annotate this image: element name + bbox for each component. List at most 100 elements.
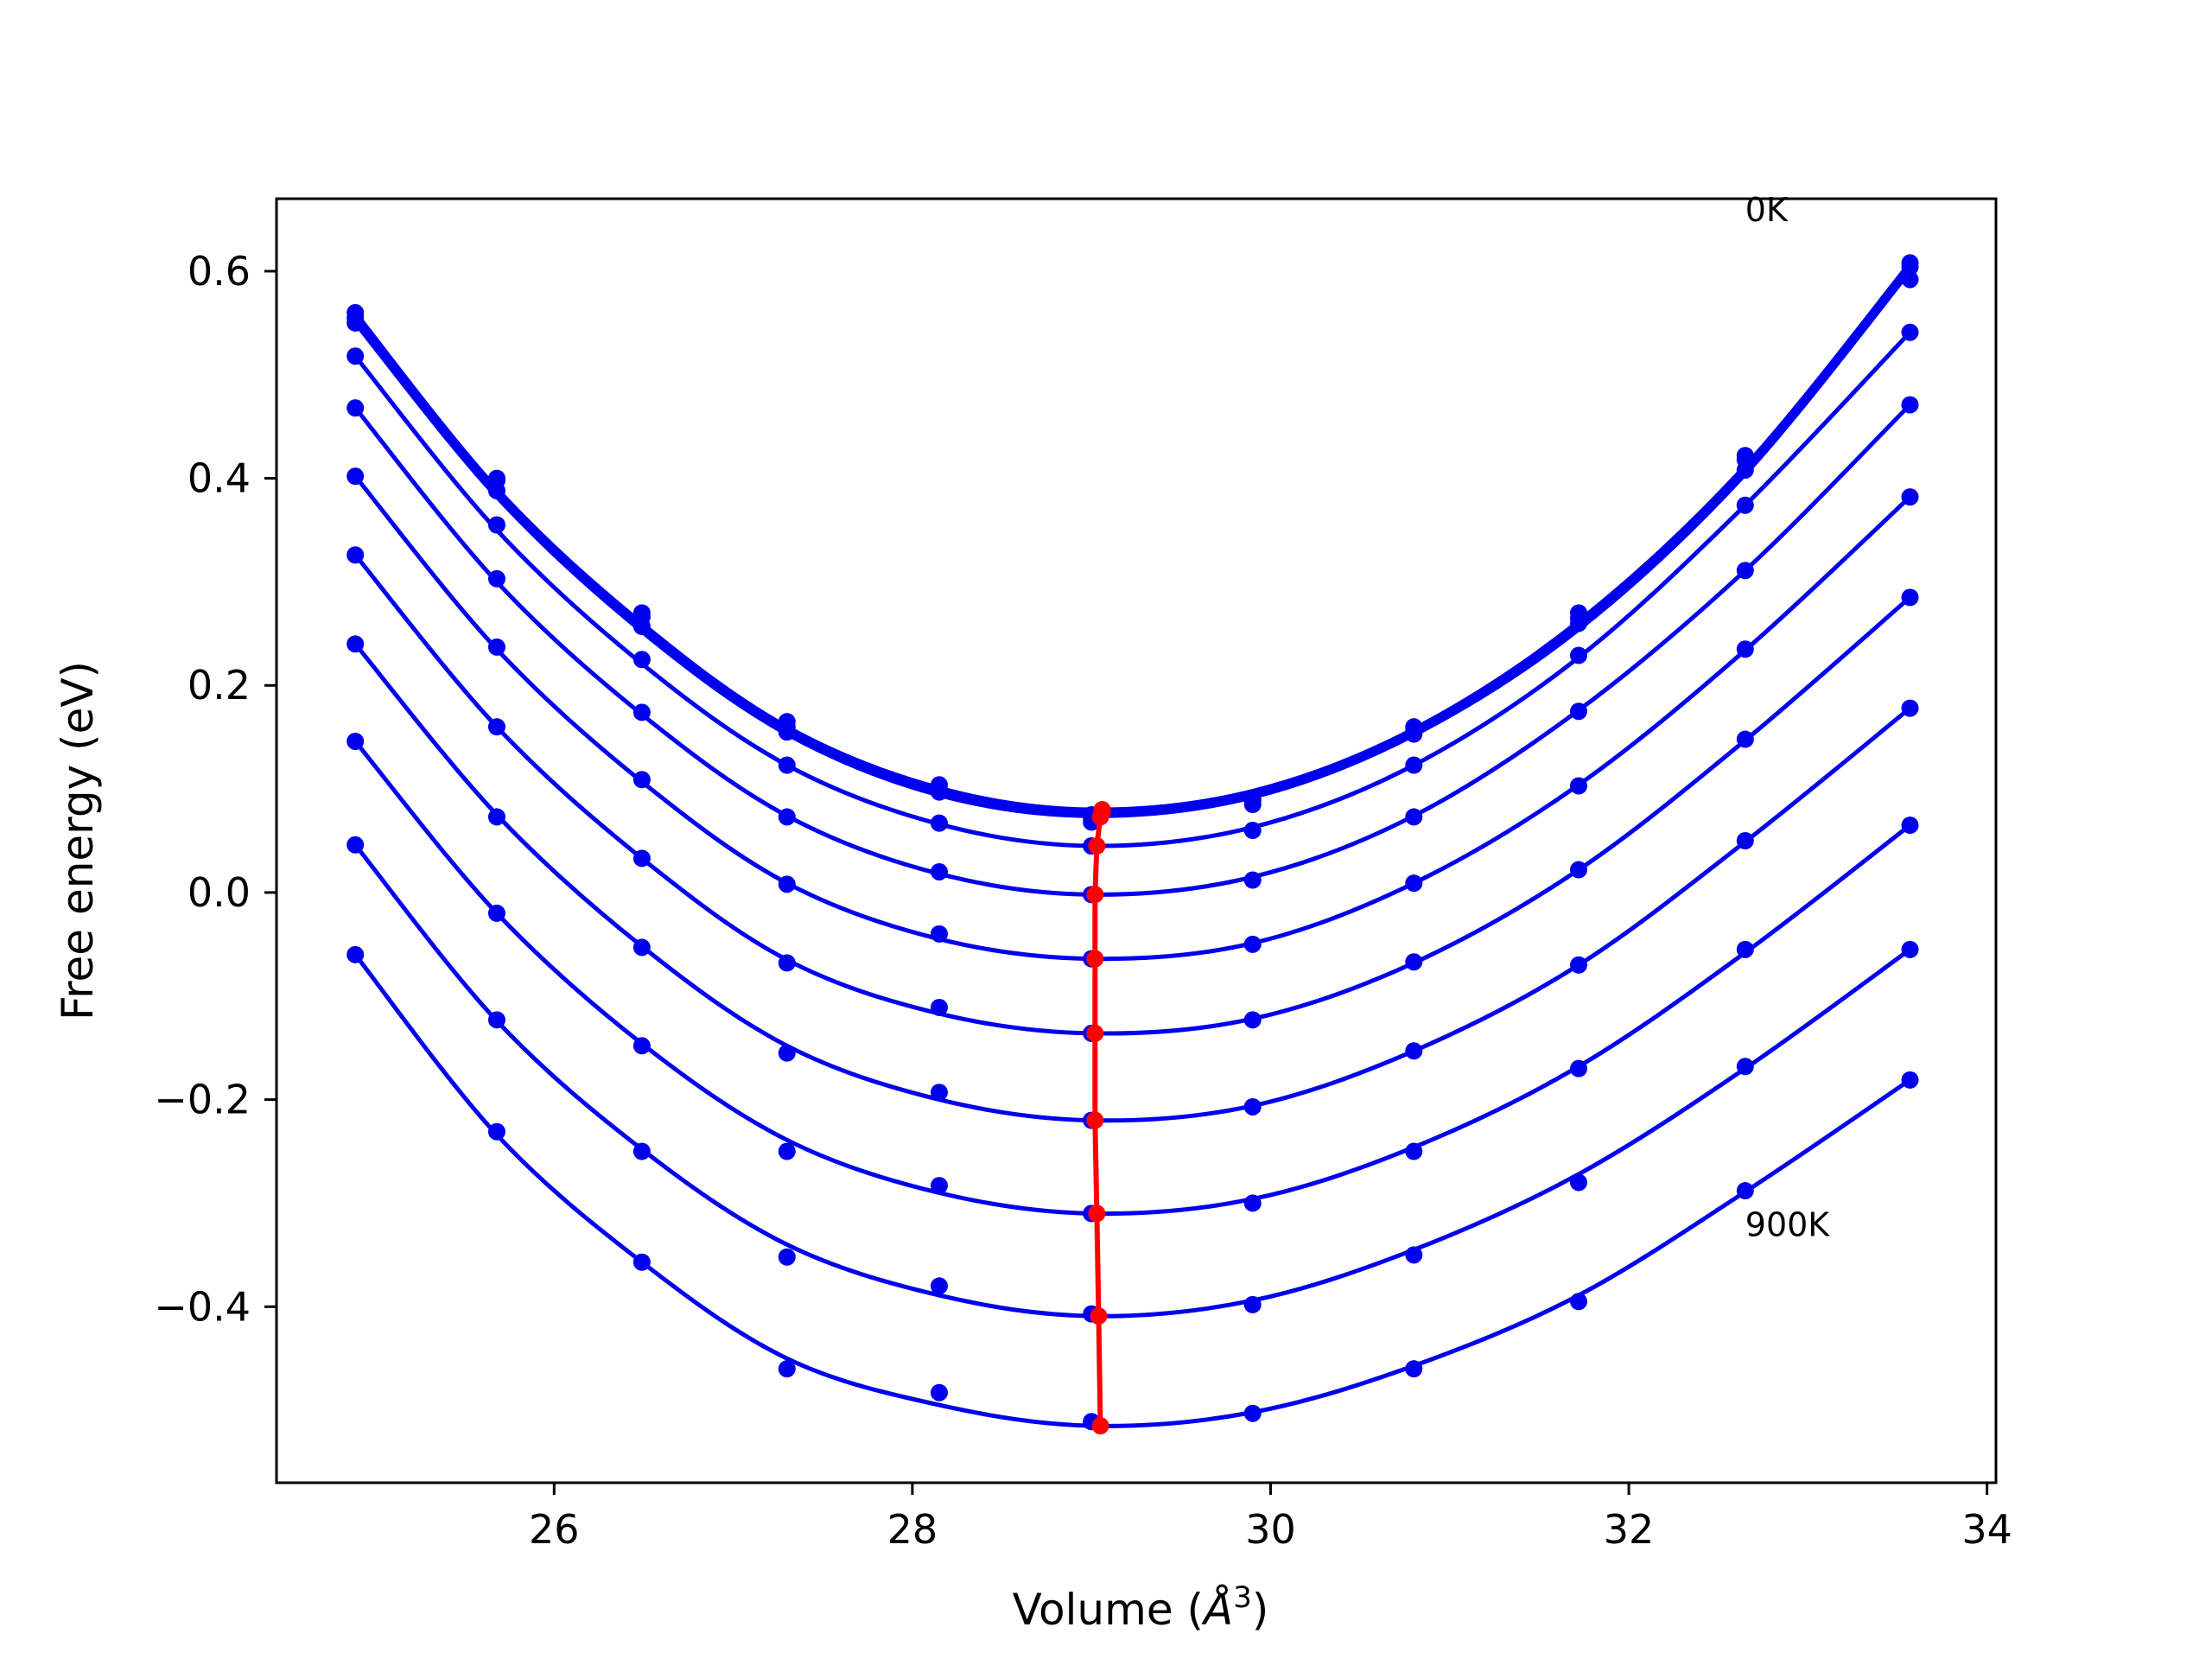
minimum-point <box>1086 1024 1104 1042</box>
plot-frame <box>275 197 1998 1484</box>
data-point <box>1405 1360 1423 1378</box>
minimum-point <box>1091 808 1109 826</box>
data-point <box>778 756 796 774</box>
data-point <box>1736 1058 1754 1076</box>
data-point <box>1570 702 1588 721</box>
x-axis-label-text: Volume <box>1013 1585 1173 1635</box>
data-point <box>930 862 948 880</box>
data-point <box>346 635 365 653</box>
annotation-label: 900K <box>1745 1205 1831 1243</box>
x-axis-label-open-paren: ( <box>1173 1585 1204 1635</box>
data-point <box>1405 1042 1423 1060</box>
minimum-point <box>1086 886 1104 904</box>
data-point <box>930 783 948 801</box>
data-point <box>632 651 651 669</box>
data-point <box>1570 777 1588 795</box>
data-point <box>346 836 365 854</box>
data-point <box>1736 640 1754 658</box>
data-point <box>346 314 365 332</box>
y-axis-label: Free energy (eV) <box>53 661 103 1020</box>
data-point <box>1243 1194 1262 1212</box>
data-point <box>1901 699 1919 717</box>
data-point <box>1243 935 1262 953</box>
data-point <box>1243 1295 1262 1313</box>
data-point <box>487 1122 505 1141</box>
data-point <box>1901 940 1919 958</box>
data-point <box>346 399 365 417</box>
data-point <box>1243 796 1262 814</box>
data-point <box>632 703 651 721</box>
minimum-point <box>1088 836 1106 855</box>
data-point <box>930 1177 948 1195</box>
data-point <box>1736 496 1754 514</box>
data-point <box>487 808 505 826</box>
data-point <box>1243 1404 1262 1422</box>
y-tick-label: 0.4 <box>188 455 251 502</box>
data-point <box>1901 817 1919 835</box>
x-tick-label: 30 <box>1245 1506 1296 1553</box>
data-point <box>778 1142 796 1160</box>
annotations: 0K 900K <box>1745 191 1831 1243</box>
data-point <box>1736 730 1754 748</box>
y-tick-label: −0.2 <box>154 1077 251 1123</box>
x-axis-unit-symbol: Å <box>1201 1585 1233 1635</box>
data-point <box>1243 871 1262 889</box>
data-point <box>632 1037 651 1055</box>
y-tick-label: 0.2 <box>188 662 251 709</box>
y-tick-label: 0.6 <box>188 248 251 295</box>
data-point <box>346 732 365 750</box>
data-point <box>778 808 796 826</box>
data-point <box>346 347 365 365</box>
y-tick-label: 0.0 <box>188 869 251 916</box>
data-point <box>632 617 651 635</box>
data-point <box>1736 940 1754 958</box>
data-point <box>1901 488 1919 506</box>
data-point <box>778 1248 796 1266</box>
data-point <box>346 467 365 486</box>
data-point <box>1405 756 1423 774</box>
data-point <box>1570 861 1588 879</box>
data-point <box>930 1383 948 1402</box>
data-point <box>1243 1097 1262 1116</box>
data-point <box>487 569 505 588</box>
x-axis-label: Volume (Å3) <box>1013 1580 1269 1635</box>
data-point <box>1570 1173 1588 1192</box>
data-point <box>778 723 796 741</box>
data-point <box>487 904 505 922</box>
data-point <box>1901 1071 1919 1089</box>
data-point <box>1736 562 1754 580</box>
data-point <box>1243 822 1262 840</box>
data-point <box>1570 614 1588 632</box>
data-point <box>1405 1142 1423 1160</box>
data-point <box>1901 323 1919 341</box>
minimum-point <box>1086 1111 1104 1129</box>
data-point <box>1405 725 1423 743</box>
data-point <box>1405 808 1423 826</box>
x-tick-label: 34 <box>1961 1506 2012 1553</box>
data-point <box>1570 1293 1588 1311</box>
data-point <box>632 938 651 957</box>
data-point <box>930 998 948 1016</box>
data-point <box>1736 832 1754 849</box>
data-point <box>1901 258 1919 276</box>
data-point <box>1405 1246 1423 1264</box>
minimum-point <box>1090 1307 1108 1325</box>
data-point <box>930 1277 948 1295</box>
y-axis-ticks: −0.4 −0.2 0.0 0.2 0.4 0.6 <box>154 248 276 1330</box>
data-point <box>487 516 505 534</box>
y-tick-label: −0.4 <box>154 1283 251 1330</box>
minimum-point <box>1091 1417 1109 1435</box>
minimum-line <box>1086 801 1111 1435</box>
data-point <box>930 814 948 832</box>
x-tick-label: 32 <box>1604 1506 1655 1553</box>
data-point <box>632 1142 651 1160</box>
x-tick-label: 26 <box>529 1506 580 1553</box>
minimum-point <box>1086 950 1104 968</box>
data-point <box>632 1253 651 1271</box>
minimum-point <box>1088 1205 1106 1223</box>
data-point <box>1570 956 1588 974</box>
x-axis-unit-exponent: 3 <box>1233 1580 1252 1615</box>
annotation-label: 0K <box>1745 191 1789 229</box>
